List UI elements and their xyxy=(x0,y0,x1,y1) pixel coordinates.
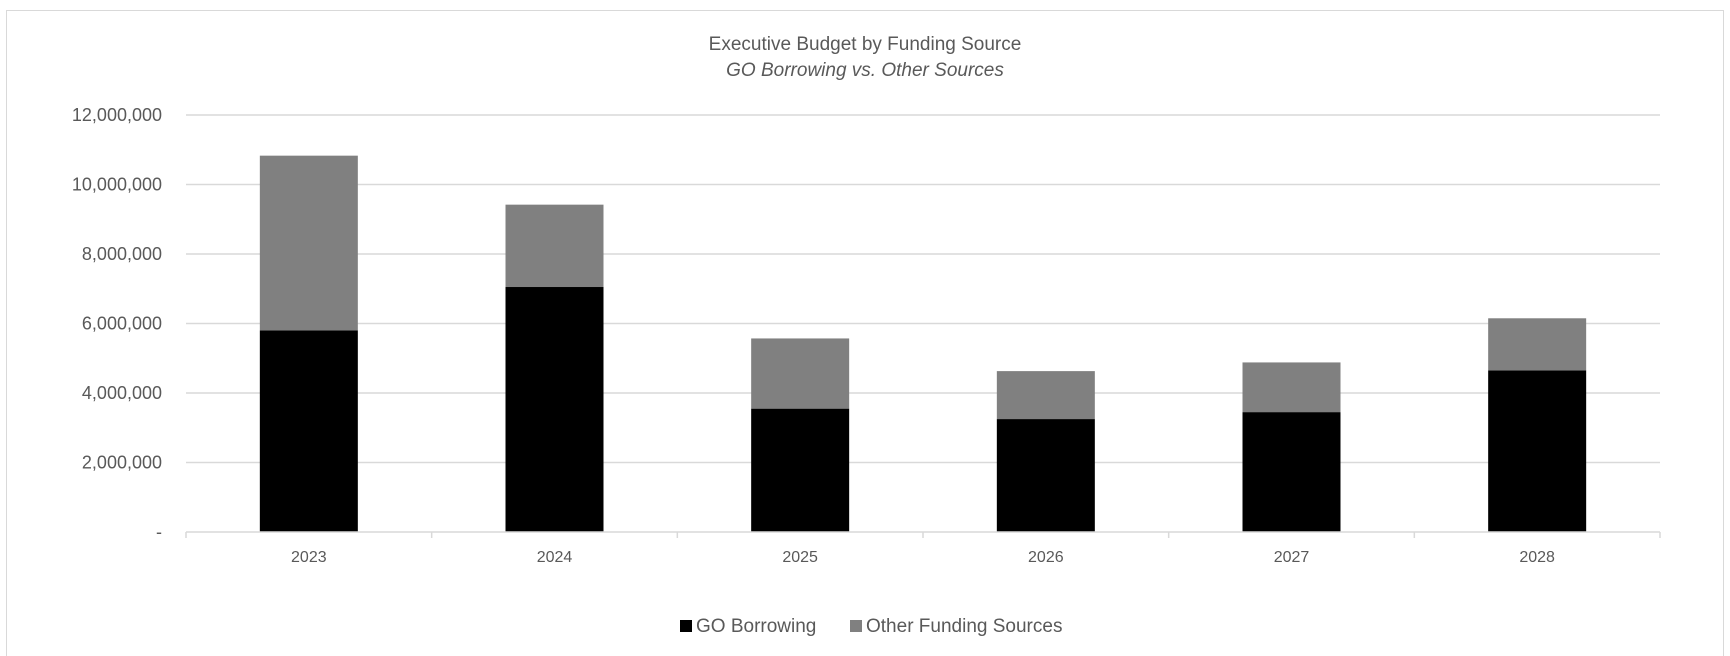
legend-label-go-borrowing: GO Borrowing xyxy=(696,616,816,637)
x-tick-label: 2026 xyxy=(1028,549,1064,566)
y-tick-label: 10,000,000 xyxy=(72,175,162,195)
y-tick-label: 6,000,000 xyxy=(82,314,162,334)
chart-title: Executive Budget by Funding Source xyxy=(709,34,1022,55)
x-axis: 2023 2024 2025 2026 2027 2028 xyxy=(185,531,1661,566)
x-tick-label: 2027 xyxy=(1274,549,1310,566)
bar-go-borrowing-2023 xyxy=(259,330,358,532)
legend-swatch-other-funding xyxy=(850,620,862,632)
x-tick-label: 2025 xyxy=(782,549,818,566)
y-tick-label: 8,000,000 xyxy=(82,244,162,264)
legend-label-other-funding: Other Funding Sources xyxy=(866,616,1062,637)
x-tick-label: 2023 xyxy=(291,549,327,566)
y-tick-label: 2,000,000 xyxy=(82,453,162,473)
bars xyxy=(259,155,1587,532)
bar-go-borrowing-2026 xyxy=(996,419,1095,532)
bar-go-borrowing-2028 xyxy=(1488,370,1587,532)
y-axis-tick-labels: - 2,000,000 4,000,000 6,000,000 8,000,000 10,… xyxy=(72,105,162,542)
bar-go-borrowing-2024 xyxy=(505,287,604,532)
bar-go-borrowing-2025 xyxy=(751,408,850,532)
y-tick-label: - xyxy=(156,522,162,542)
chart-subtitle: GO Borrowing vs. Other Sources xyxy=(726,60,1004,81)
bar-other-funding-2026 xyxy=(996,371,1095,420)
bar-other-funding-2023 xyxy=(259,155,358,331)
bar-other-funding-2027 xyxy=(1242,362,1341,413)
legend: GO Borrowing Other Funding Sources xyxy=(680,616,1062,637)
bar-other-funding-2028 xyxy=(1488,318,1587,371)
x-tick-label: 2024 xyxy=(537,549,573,566)
bar-other-funding-2025 xyxy=(751,338,850,409)
legend-swatch-go-borrowing xyxy=(680,620,692,632)
y-tick-label: 12,000,000 xyxy=(72,105,162,125)
bar-go-borrowing-2027 xyxy=(1242,412,1341,532)
x-tick-label: 2028 xyxy=(1519,549,1555,566)
bar-other-funding-2024 xyxy=(505,204,604,288)
gridlines xyxy=(186,114,1660,464)
y-tick-label: 4,000,000 xyxy=(82,383,162,403)
